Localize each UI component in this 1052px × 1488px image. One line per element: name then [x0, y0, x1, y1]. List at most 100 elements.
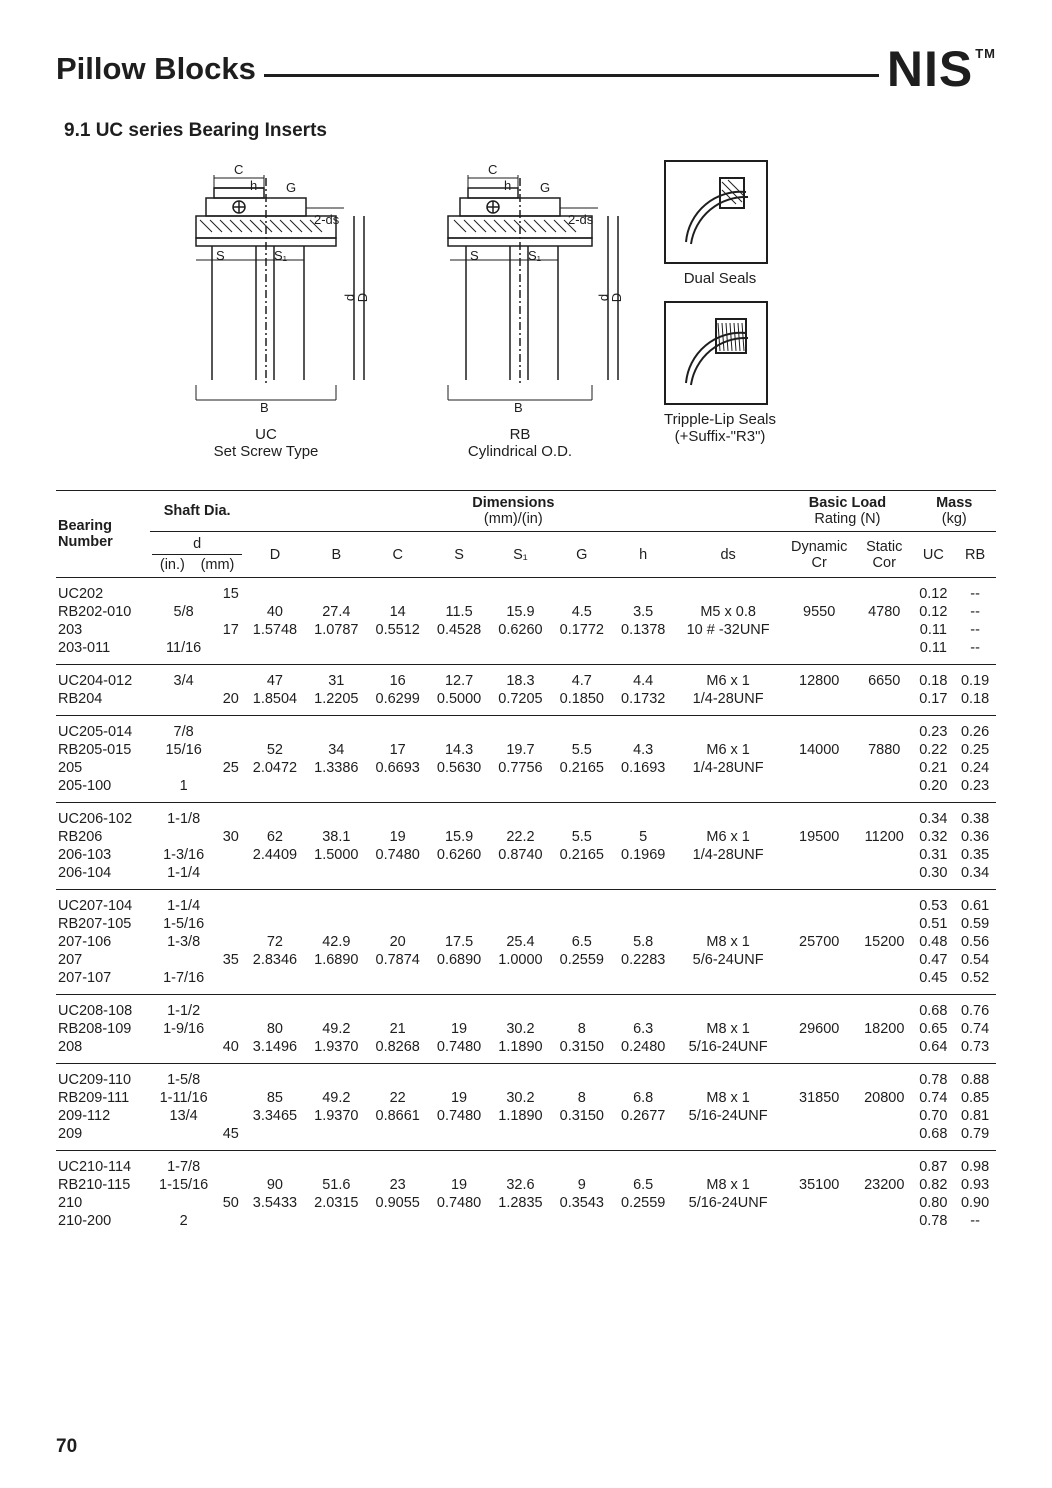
cell — [217, 890, 244, 916]
lbl-b2: B — [514, 400, 523, 415]
lbl-2ds2: 2-ds — [568, 212, 593, 227]
cell: 0.61 — [954, 890, 996, 916]
cell: 25700 — [782, 933, 856, 951]
cell: 5/16-24UNF — [674, 1107, 783, 1125]
cell — [217, 665, 244, 691]
cell — [674, 639, 783, 665]
table-row: RB206306238.11915.922.25.55M6 x 11950011… — [56, 828, 996, 846]
th-d-in: (in.) — [160, 557, 185, 573]
cell: 0.26 — [954, 716, 996, 742]
cell — [613, 578, 674, 604]
cell — [782, 1107, 856, 1125]
diagram-uc: C h G 2-ds S S₁ d D B UCSet Screw Type — [156, 160, 376, 460]
cell: RB205-015 — [56, 741, 150, 759]
triple-seal-label: Tripple-Lip Seals — [664, 411, 776, 428]
triple-seal-icon — [664, 301, 768, 405]
cell — [856, 578, 912, 604]
cell — [306, 1212, 367, 1237]
page-title: Pillow Blocks — [56, 51, 256, 87]
cell: 49.2 — [306, 1089, 367, 1107]
cell — [367, 915, 428, 933]
cell: 1.1890 — [490, 1107, 551, 1125]
cell — [490, 890, 551, 916]
cell — [782, 578, 856, 604]
cell: 10 # -32UNF — [674, 621, 783, 639]
th-dims-unit: (mm)/(in) — [484, 511, 543, 527]
cell — [674, 1151, 783, 1177]
cell: 1-15/16 — [150, 1176, 217, 1194]
cell — [490, 864, 551, 890]
cell — [490, 578, 551, 604]
cell — [490, 716, 551, 742]
cell: 0.7874 — [367, 951, 428, 969]
brand-logo: NIS TM — [887, 40, 996, 98]
cell: 2 — [150, 1212, 217, 1237]
cell — [551, 578, 612, 604]
cell — [856, 716, 912, 742]
table-row: RB208-1091-9/168049.2211930.286.3M8 x 12… — [56, 1020, 996, 1038]
cell — [428, 915, 489, 933]
cell: 19 — [428, 1176, 489, 1194]
cell: 20 — [217, 690, 244, 716]
cell — [306, 864, 367, 890]
cell: 19 — [428, 1089, 489, 1107]
cell: 0.7480 — [428, 1038, 489, 1064]
cell: -- — [954, 639, 996, 665]
cell: 1-1/4 — [150, 890, 217, 916]
cell: 0.7480 — [428, 1194, 489, 1212]
cell — [782, 846, 856, 864]
cell: 208 — [56, 1038, 150, 1064]
cell: 38.1 — [306, 828, 367, 846]
cell — [856, 890, 912, 916]
cell: 0.65 — [912, 1020, 954, 1038]
cell — [367, 969, 428, 995]
cell — [856, 864, 912, 890]
cell — [490, 777, 551, 803]
cell: 0.80 — [912, 1194, 954, 1212]
cell: 0.2559 — [613, 1194, 674, 1212]
cell — [856, 777, 912, 803]
cell — [367, 1212, 428, 1237]
cell: 0.12 — [912, 603, 954, 621]
cell: 3.1496 — [244, 1038, 305, 1064]
cell: UC207-104 — [56, 890, 150, 916]
lbl-s2: S — [470, 248, 479, 263]
cell: 29600 — [782, 1020, 856, 1038]
lbl-s1: S₁ — [274, 248, 287, 263]
cell: 30.2 — [490, 1020, 551, 1038]
cell: 12800 — [782, 665, 856, 691]
cell: 0.19 — [954, 665, 996, 691]
table-row: 208403.14961.93700.82680.74801.18900.315… — [56, 1038, 996, 1064]
cell: UC208-108 — [56, 995, 150, 1021]
lbl-g: G — [286, 180, 296, 195]
cell — [490, 915, 551, 933]
table-row: 207352.83461.68900.78740.68901.00000.255… — [56, 951, 996, 969]
cell — [551, 777, 612, 803]
cell: 0.32 — [912, 828, 954, 846]
th-rb: RB — [954, 532, 996, 578]
cell — [150, 690, 217, 716]
cell — [613, 639, 674, 665]
cell: 210-200 — [56, 1212, 150, 1237]
cell: 0.68 — [912, 995, 954, 1021]
cell: 5 — [613, 828, 674, 846]
cell — [428, 803, 489, 829]
cell: 21 — [367, 1020, 428, 1038]
cell — [428, 639, 489, 665]
cell: 0.78 — [912, 1064, 954, 1090]
cell: 0.6260 — [428, 846, 489, 864]
cell: M8 x 1 — [674, 1176, 783, 1194]
cell — [856, 1107, 912, 1125]
cell: 0.34 — [912, 803, 954, 829]
th-cap-b: B — [306, 532, 367, 578]
cell: 1.9370 — [306, 1038, 367, 1064]
cell: 0.54 — [954, 951, 996, 969]
cell: 207-107 — [56, 969, 150, 995]
cell: 0.18 — [912, 665, 954, 691]
cell: 0.64 — [912, 1038, 954, 1064]
cell: 0.23 — [912, 716, 954, 742]
cell — [306, 890, 367, 916]
cell: 0.1772 — [551, 621, 612, 639]
cell — [551, 915, 612, 933]
cell — [856, 1194, 912, 1212]
